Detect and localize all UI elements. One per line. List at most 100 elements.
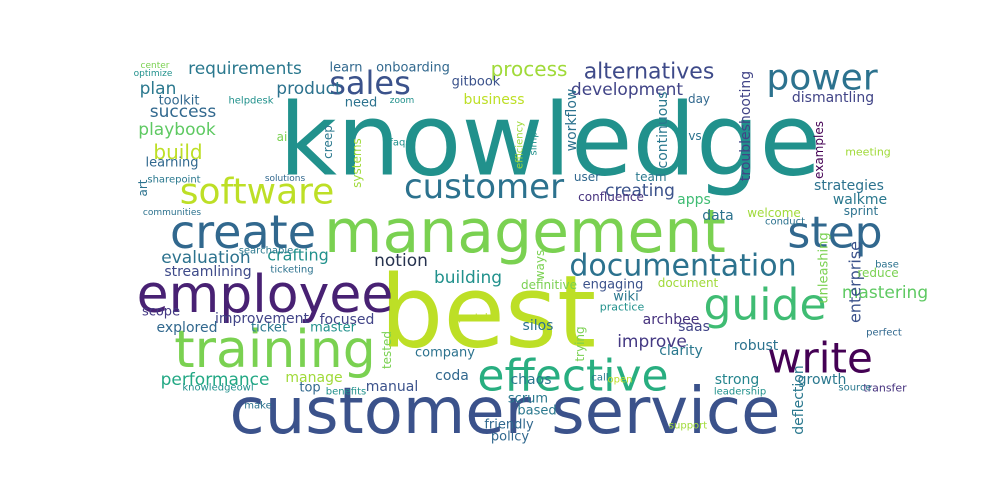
word-manage: manage — [285, 370, 342, 386]
word-customer-service: customer service — [230, 375, 781, 449]
word-software: software — [180, 172, 335, 213]
word-learning: learning — [145, 156, 198, 171]
word-write: write — [767, 334, 873, 383]
word-open: open — [608, 375, 633, 386]
word-creep: creep — [321, 125, 335, 159]
word-ai: ai — [277, 130, 288, 144]
word-power: power — [766, 58, 877, 99]
word-performance: performance — [161, 370, 270, 390]
word-wiki: wiki — [613, 290, 638, 305]
word-apps: apps — [677, 192, 711, 208]
word-strategies: strategies — [814, 178, 884, 194]
word-unleashing: unleashing — [817, 232, 832, 303]
word-coda: coda — [435, 368, 469, 384]
word-call: call — [591, 373, 608, 384]
word-best: best — [380, 254, 596, 371]
word-learn: learn — [330, 61, 363, 76]
word-continuous: continuous — [655, 92, 671, 169]
word-document: document — [658, 276, 719, 290]
word-knowledge: knowledge — [279, 82, 821, 199]
word-need: need — [345, 96, 378, 111]
word-systems: systems — [350, 138, 364, 188]
word-improve: improve — [617, 332, 687, 352]
word-evaluation: evaluation — [161, 248, 250, 268]
word-art: art — [136, 179, 150, 196]
word-sharepoint: sharepoint — [147, 175, 200, 186]
word-searchable: searchable — [239, 246, 294, 257]
word-helpdesk: helpdesk — [228, 96, 273, 107]
word-confluence: confluence — [578, 190, 644, 204]
word-make: make — [244, 401, 271, 412]
word-build: build — [153, 140, 202, 164]
word-examples: examples — [812, 121, 826, 179]
word-friendly: friendly — [484, 418, 534, 433]
word-support: support — [669, 421, 707, 432]
word-archbee: archbee — [643, 312, 700, 328]
word-documentation: documentation — [569, 249, 796, 284]
word-portal: portal — [458, 313, 487, 324]
word-create: create — [170, 205, 316, 259]
word-improvement: improvement — [215, 311, 309, 327]
word-based: based — [517, 404, 556, 419]
word-crafting: crafting — [267, 246, 329, 265]
word-zoom: zoom — [390, 96, 415, 106]
word-leadership: leadership — [714, 387, 766, 398]
word-robust: robust — [734, 338, 779, 354]
word-troubleshooting: troubleshooting — [738, 71, 754, 181]
word-scrum: scrum — [508, 392, 548, 407]
word-policy: policy — [491, 430, 530, 445]
word-simple: simple — [529, 122, 540, 155]
word-meeting: meeting — [845, 146, 891, 159]
word-company: company — [415, 346, 475, 361]
word-silos: silos — [523, 318, 554, 334]
word-growth: growth — [798, 372, 847, 388]
word-sprint: sprint — [844, 204, 879, 218]
word-conduct: conduct — [765, 217, 805, 228]
word-definitive: definitive — [521, 278, 577, 292]
word-ticket: ticket — [251, 321, 287, 336]
word-engaging: engaging — [583, 278, 644, 293]
word-gitbook: gitbook — [452, 75, 501, 90]
word-step: step — [787, 208, 882, 259]
word-master: master — [310, 321, 356, 336]
word-dismantling: dismantling — [792, 90, 874, 106]
word-trying: trying — [573, 326, 587, 361]
word-onboarding: onboarding — [376, 61, 450, 76]
word-chaos: chaos — [510, 372, 551, 388]
word-creating: creating — [605, 181, 675, 201]
word-focused: focused — [320, 312, 375, 328]
word-reduce: reduce — [857, 266, 898, 280]
word-customer: customer — [404, 167, 564, 207]
word-welcome: welcome — [747, 206, 801, 220]
word-success: success — [150, 102, 217, 122]
word-day: day — [688, 92, 710, 106]
word-alternatives: alternatives — [584, 60, 715, 85]
word-perfect: perfect — [866, 328, 902, 339]
word-effective: effective — [477, 351, 668, 402]
word-tested: tested — [380, 331, 394, 369]
word-base: base — [875, 260, 899, 271]
word-solutions: solutions — [265, 174, 306, 184]
word-deflection: deflection — [791, 365, 807, 434]
word-guide: guide — [703, 280, 826, 331]
word-faqs: faqs — [389, 138, 410, 149]
word-walkme: walkme — [833, 192, 887, 208]
word-center: center — [141, 61, 170, 71]
word-sales: sales — [329, 64, 411, 102]
word-mastering: mastering — [842, 283, 928, 303]
word-manual: manual — [366, 379, 418, 395]
word-requirements: requirements — [188, 59, 302, 79]
word-playbook: playbook — [138, 120, 216, 140]
word-benefits: benefits — [326, 387, 366, 398]
word-training: training — [174, 320, 375, 380]
word-notion: notion — [374, 251, 428, 271]
word-process: process — [491, 57, 568, 81]
word-streamlining: streamlining — [164, 264, 251, 280]
word-knowledgeowl: knowledgeowl — [182, 383, 253, 394]
word-toolkit: toolkit — [159, 94, 200, 109]
word-employee: employee — [137, 265, 394, 325]
word-team: team — [635, 170, 666, 184]
word-saas: saas — [678, 319, 710, 335]
word-clarity: clarity — [659, 343, 703, 359]
